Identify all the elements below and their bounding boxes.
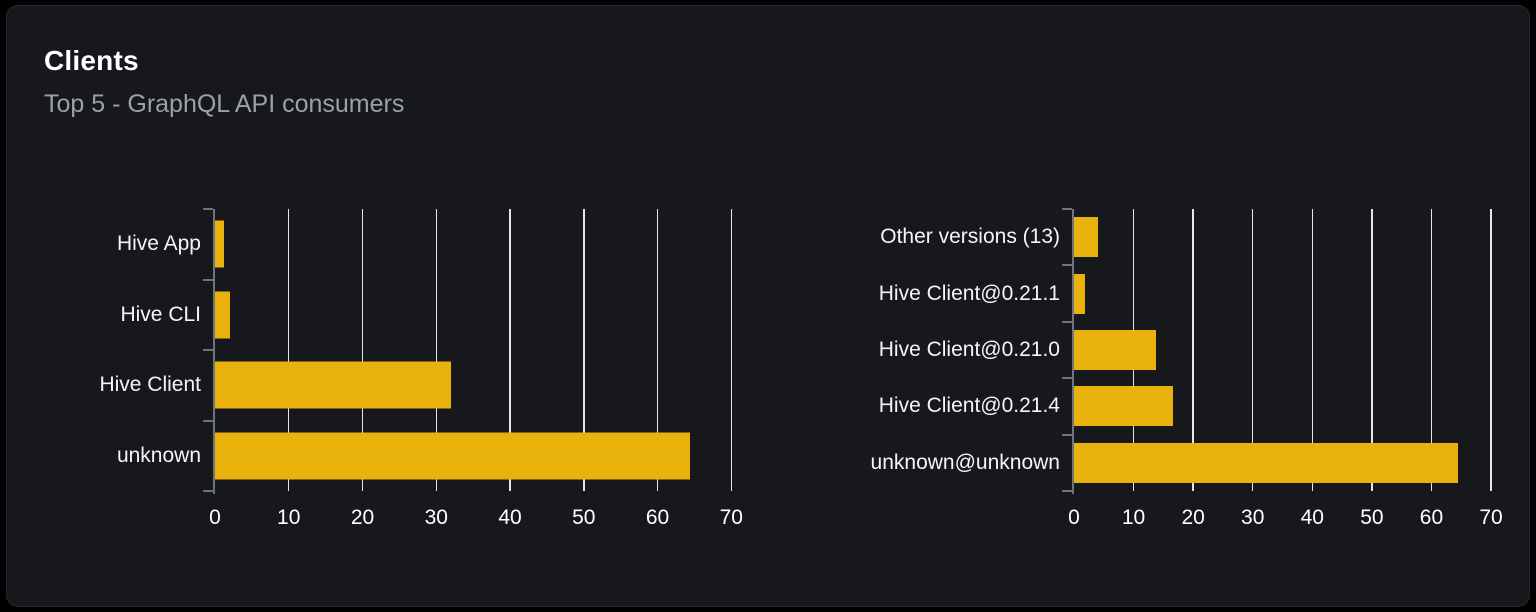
bar (1074, 386, 1173, 427)
bar (215, 291, 230, 339)
x-tick-label: 20 (1181, 506, 1205, 529)
bar (215, 432, 690, 480)
clients-by-name-chart: 0 10 20 30 40 50 60 70 Hive App Hive CLI Hive Clie… (99, 208, 746, 529)
category-label: Hive Client@0.21.4 (878, 394, 1060, 418)
x-gridline (583, 209, 585, 491)
x-gridline (1251, 209, 1254, 491)
x-gridline (435, 209, 437, 491)
y-axis-line (1072, 209, 1074, 494)
y-axis-line (213, 209, 215, 494)
category-label: Hive App (116, 232, 201, 256)
category-label: unknown@unknown (870, 450, 1060, 474)
x-tick-label: 0 (209, 506, 221, 529)
card-header: Clients Top 5 - GraphQL API consumers (44, 44, 404, 118)
bar (1074, 330, 1157, 370)
x-tick-label: 50 (572, 506, 596, 529)
x-tick-label: 10 (277, 506, 301, 529)
x-gridline (1430, 209, 1433, 491)
x-tick-label: 40 (498, 506, 522, 529)
category-label: unknown (116, 443, 201, 467)
category-label: Hive Client@0.21.0 (878, 338, 1060, 361)
category-label: Hive Client (99, 373, 201, 397)
y-axis-tick (203, 278, 213, 281)
x-tick-label: 10 (1121, 506, 1146, 529)
y-axis-tick (1062, 433, 1072, 436)
bar (1074, 273, 1086, 314)
bar (1074, 442, 1458, 483)
x-tick-label: 70 (1479, 506, 1503, 529)
bar (215, 361, 451, 409)
x-tick-label: 30 (1241, 506, 1265, 529)
x-gridline (361, 209, 364, 491)
x-gridline (1490, 209, 1492, 491)
y-axis-tick (1062, 377, 1072, 380)
bar (1074, 217, 1098, 258)
x-gridline (287, 209, 290, 491)
x-gridline (1311, 209, 1314, 491)
bar (215, 220, 224, 268)
y-axis-tick (203, 208, 213, 210)
x-tick-label: 0 (1068, 506, 1080, 529)
x-tick-label: 20 (350, 506, 375, 529)
category-label: Hive CLI (120, 302, 201, 326)
x-tick-label: 60 (1419, 506, 1444, 529)
clients-card: Clients Top 5 - GraphQL API consumers 0 1… (6, 5, 1530, 607)
y-axis-tick (203, 349, 213, 351)
category-label: Other versions (13) (880, 225, 1060, 249)
x-gridline (730, 209, 732, 491)
x-tick-label: 70 (719, 506, 743, 529)
x-gridline (656, 209, 659, 491)
x-gridline (1371, 209, 1373, 491)
y-axis-tick (1062, 320, 1072, 323)
y-axis-tick (203, 419, 213, 422)
x-tick-label: 50 (1360, 506, 1384, 529)
card-subtitle: Top 5 - GraphQL API consumers (44, 90, 405, 118)
card-title: Clients (44, 45, 139, 76)
x-gridline (1192, 209, 1194, 491)
x-tick-label: 60 (645, 506, 670, 529)
y-axis-tick (1062, 490, 1072, 492)
x-tick-label: 40 (1300, 506, 1324, 529)
category-label: Hive Client@0.21.1 (878, 281, 1060, 305)
x-gridline (509, 209, 511, 491)
clients-by-version-chart: 0 10 20 30 40 50 60 70 Other versions (13) Hive C… (871, 208, 1503, 529)
x-tick-label: 30 (424, 506, 448, 529)
y-axis-tick (1062, 208, 1072, 210)
y-axis-tick (203, 490, 213, 492)
y-axis-tick (1062, 264, 1072, 267)
